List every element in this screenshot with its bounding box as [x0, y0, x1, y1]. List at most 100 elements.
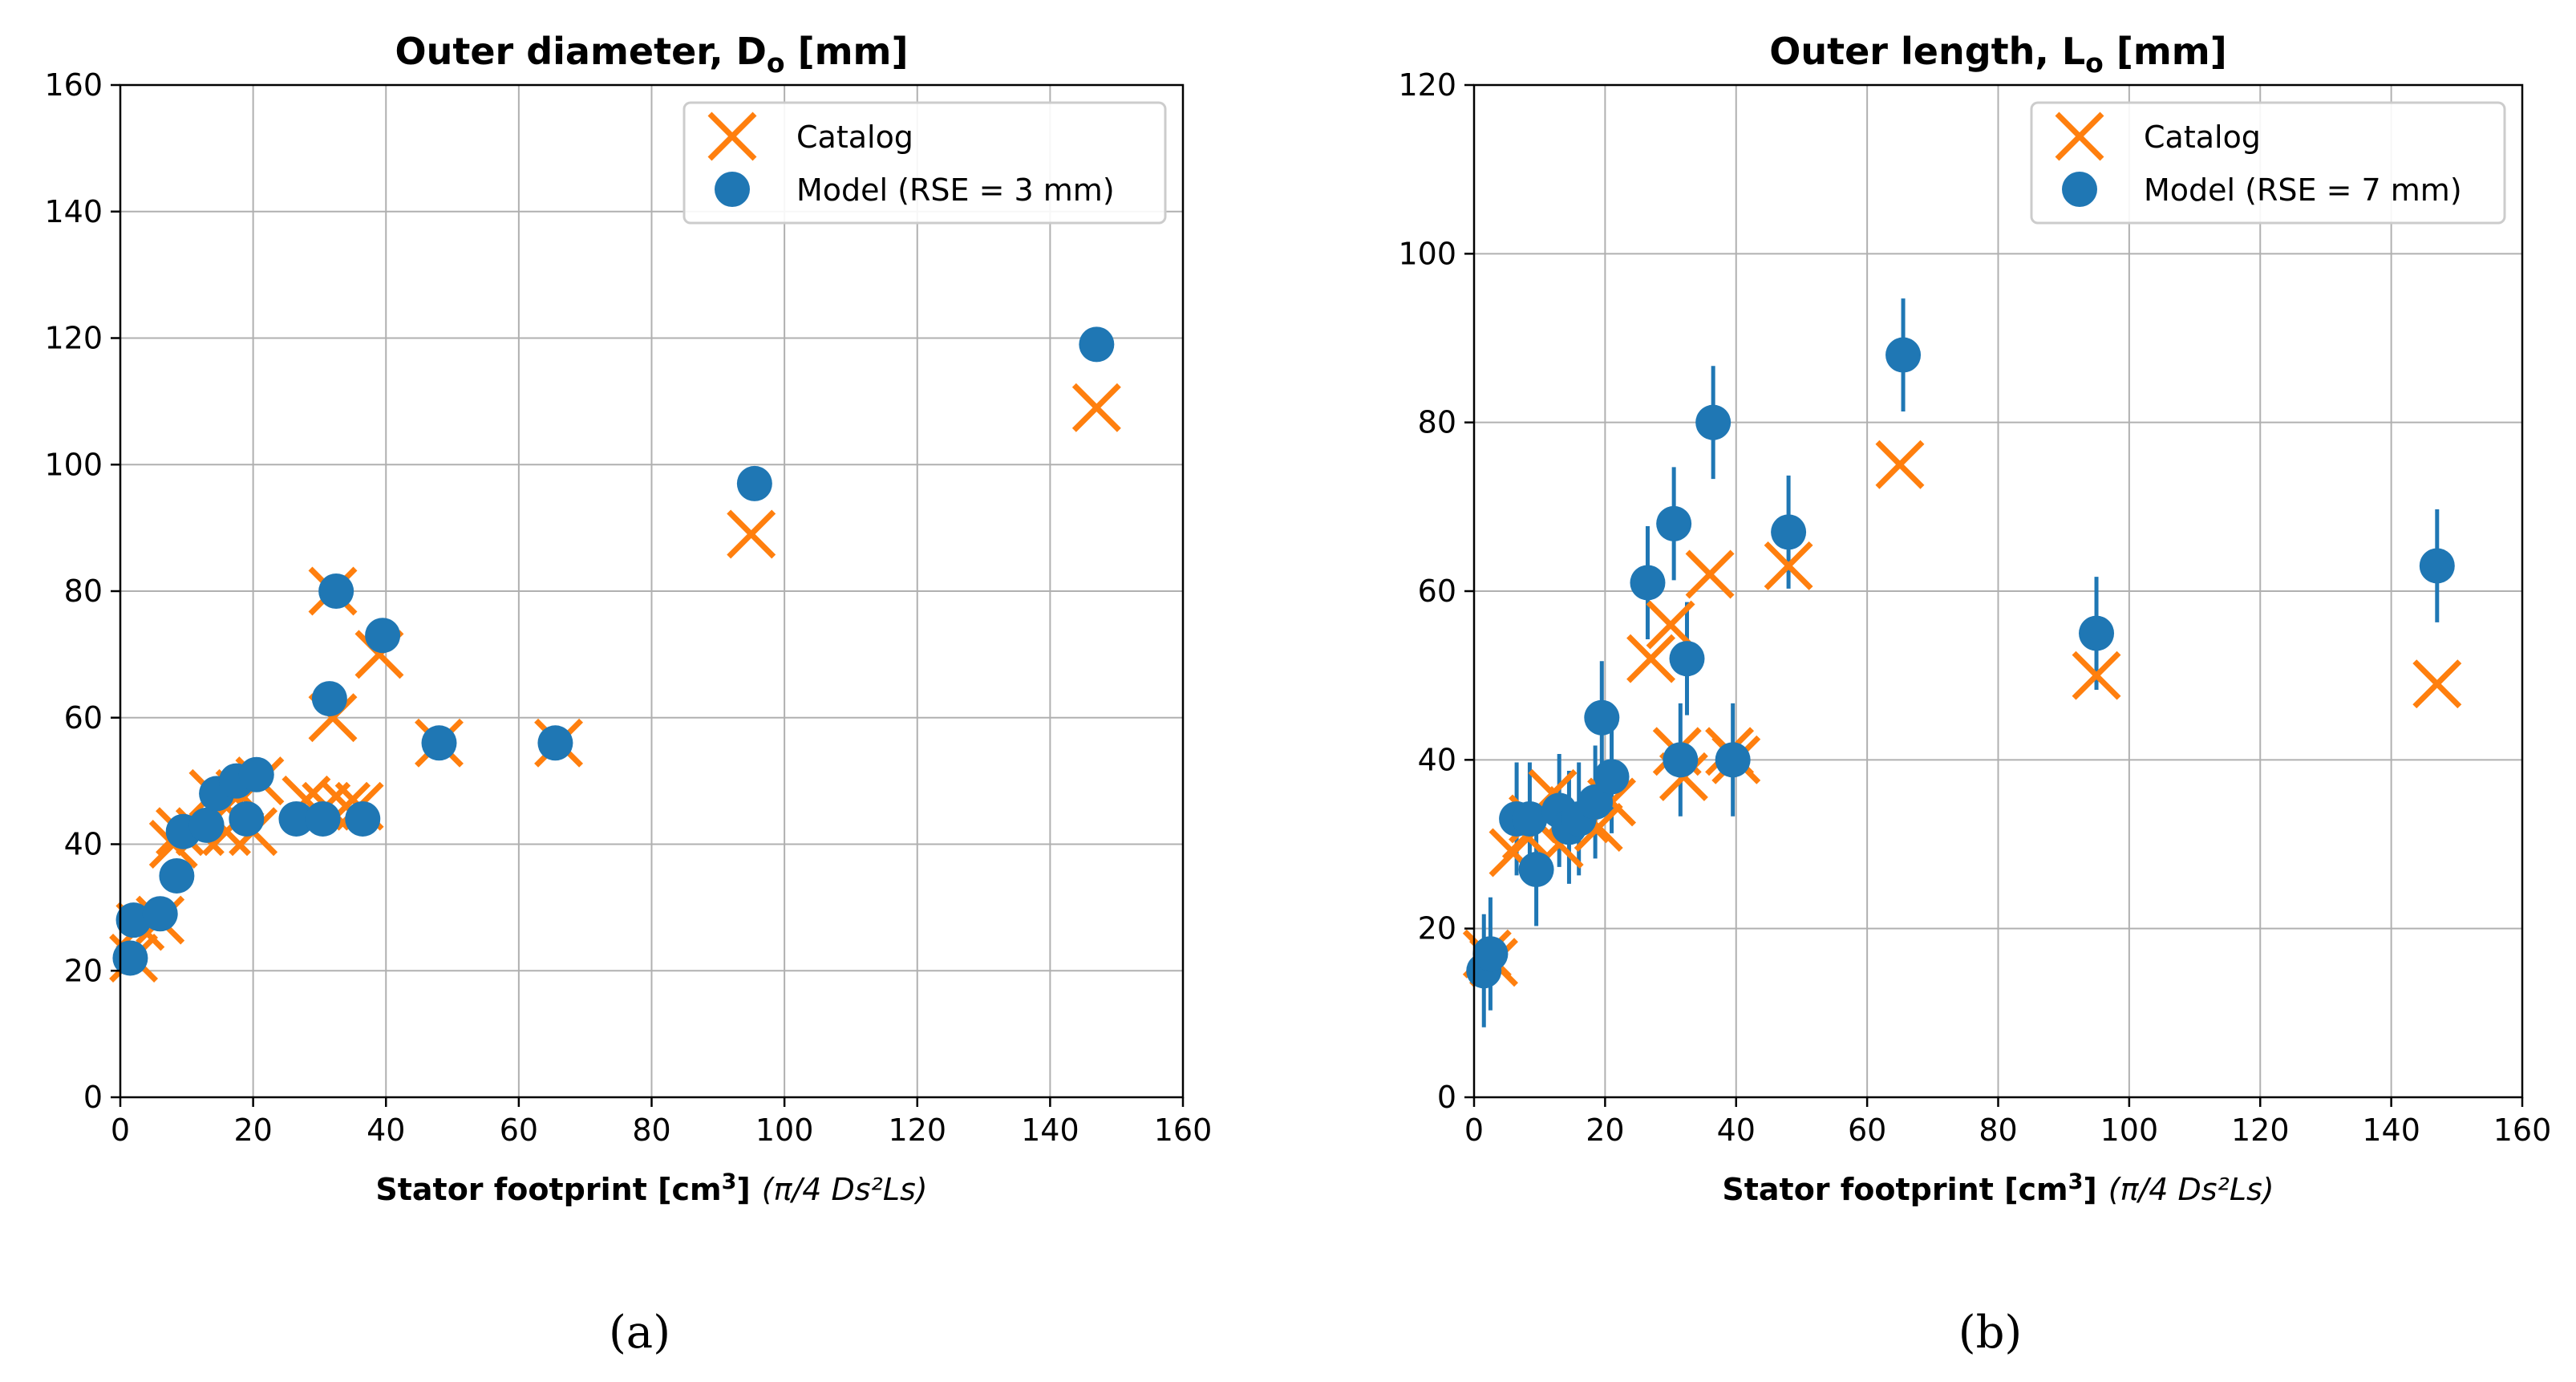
x-tick-label: 140 — [2362, 1112, 2420, 1148]
x-tick-label: 160 — [1154, 1112, 1213, 1148]
model-point — [736, 465, 772, 501]
y-tick-label: 60 — [64, 700, 103, 736]
y-tick-label: 60 — [1418, 573, 1456, 609]
y-tick-label: 120 — [44, 321, 103, 356]
model-point — [345, 800, 381, 837]
model-point — [112, 940, 148, 976]
model-series — [1466, 337, 2455, 989]
chart-outer-diameter: 0 20 40 60 80 100 120 140 160 0 20 40 60 80 100 120 140 1… — [44, 30, 1212, 1359]
x-tick-label: 20 — [233, 1112, 272, 1148]
plot-frame — [119, 83, 1185, 1099]
y-tick-label: 80 — [1418, 405, 1456, 440]
catalog-point — [1646, 600, 1695, 650]
catalog-point — [1626, 634, 1676, 683]
y-tick-label: 0 — [83, 1080, 103, 1115]
panel-label: (a) — [609, 1307, 670, 1359]
legend-catalog-x — [2055, 111, 2104, 161]
y-tick-label: 140 — [44, 194, 103, 229]
legend: Catalog Model (RSE = 3 mm) — [682, 101, 1167, 225]
legend-model-label: Model (RSE = 3 mm) — [796, 172, 1115, 208]
model-point — [1663, 742, 1699, 778]
model-point — [159, 857, 195, 894]
model-point — [1669, 641, 1705, 677]
model-point — [1512, 800, 1548, 837]
model-point — [1715, 742, 1751, 778]
legend-catalog-label: Catalog — [796, 120, 913, 155]
x-tick-label: 80 — [1979, 1112, 2017, 1148]
chart-title: Outer diameter, Do [mm] — [395, 30, 908, 79]
x-axis-label: Stator footprint [cm3] (π/4 Ds²Ls) — [375, 1169, 927, 1207]
chart-outer-length: 0 20 40 60 80 100 120 140 160 0 20 40 60 80 100 120 Out… — [1398, 30, 2551, 1359]
model-point — [1584, 699, 1620, 736]
catalog-point — [2072, 650, 2121, 700]
model-point — [365, 618, 401, 654]
model-point — [421, 725, 457, 761]
x-axis-label: Stator footprint [cm3] (π/4 Ds²Ls) — [1722, 1169, 2274, 1207]
model-point — [1472, 936, 1509, 972]
x-tick-label: 0 — [1464, 1112, 1484, 1148]
legend-box — [682, 101, 1167, 225]
x-tick-label: 40 — [367, 1112, 405, 1148]
y-tick-label: 120 — [1398, 67, 1456, 103]
y-tick-label: 20 — [1418, 911, 1456, 946]
x-tick-label: 120 — [888, 1112, 946, 1148]
model-point — [1578, 784, 1614, 820]
x-tick-label: 100 — [755, 1112, 814, 1148]
model-point — [1656, 505, 1692, 541]
axes: 0 20 40 60 80 100 120 140 160 0 20 40 60 80 100 120 140 1… — [44, 67, 1212, 1148]
y-tick-label: 40 — [1418, 742, 1456, 777]
axes: 0 20 40 60 80 100 120 140 160 0 20 40 60 80 100 120 — [1398, 67, 2551, 1148]
catalog-point — [2412, 659, 2462, 709]
legend-model-marker — [2062, 172, 2097, 207]
y-tick-label: 100 — [44, 447, 103, 482]
x-tick-label: 60 — [1848, 1112, 1886, 1148]
model-point — [1594, 759, 1630, 795]
model-point — [1630, 565, 1666, 601]
legend: Catalog Model (RSE = 7 mm) — [2030, 101, 2506, 225]
model-point — [142, 896, 178, 932]
legend-catalog-marker — [707, 111, 757, 161]
y-tick-label: 0 — [1437, 1080, 1456, 1115]
catalog-point — [1071, 383, 1121, 432]
plot-frame — [1472, 83, 2524, 1099]
model-point — [1518, 852, 1554, 888]
model-point — [229, 800, 265, 837]
legend-model-marker — [715, 172, 750, 207]
model-point — [188, 807, 225, 843]
y-tick-label: 40 — [64, 827, 103, 862]
model-point — [318, 573, 354, 609]
model-point — [537, 725, 573, 761]
model-point — [238, 756, 274, 792]
model-point — [305, 800, 341, 837]
model-point — [115, 902, 152, 938]
catalog-point — [1764, 541, 1813, 590]
legend-model-label: Model (RSE = 7 mm) — [2144, 172, 2462, 208]
x-tick-label: 40 — [1717, 1112, 1756, 1148]
catalog-point — [1685, 549, 1735, 599]
legend-catalog-x — [707, 111, 757, 161]
model-point — [1695, 404, 1732, 440]
x-tick-label: 160 — [2493, 1112, 2552, 1148]
model-point — [1079, 326, 1115, 363]
catalog-point — [727, 509, 776, 559]
legend-model-dot — [715, 172, 750, 207]
y-tick-label: 100 — [1398, 236, 1456, 271]
y-tick-label: 160 — [44, 67, 103, 103]
x-tick-label: 140 — [1021, 1112, 1079, 1148]
panel-label: (b) — [1958, 1307, 2023, 1359]
x-tick-label: 80 — [632, 1112, 670, 1148]
model-point — [2079, 615, 2115, 651]
catalog-point — [1875, 440, 1925, 489]
chart-title: Outer length, Lo [mm] — [1769, 30, 2227, 79]
model-point — [278, 800, 314, 837]
x-tick-label: 20 — [1586, 1112, 1624, 1148]
x-tick-label: 0 — [111, 1112, 130, 1148]
y-tick-label: 80 — [64, 573, 103, 609]
model-series — [112, 326, 1115, 976]
x-tick-label: 60 — [500, 1112, 538, 1148]
model-point — [1771, 514, 1807, 550]
x-tick-label: 100 — [2100, 1112, 2159, 1148]
legend-catalog-label: Catalog — [2144, 120, 2261, 155]
